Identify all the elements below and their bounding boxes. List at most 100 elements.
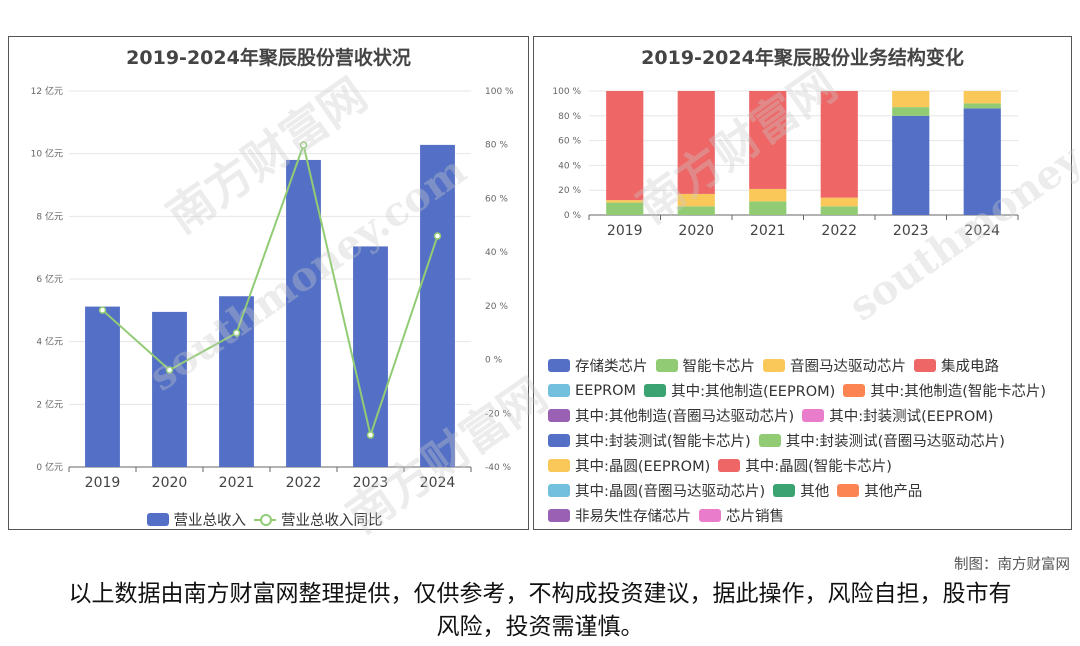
legend-swatch [548, 509, 570, 522]
legend-item[interactable]: 其中:封装测试(EEPROM) [802, 403, 993, 428]
legend-swatch [837, 484, 860, 497]
legend-swatch [763, 359, 785, 372]
legend-item[interactable]: 其中:晶圆(EEPROM) [548, 453, 710, 478]
y-tick-label: 40 % [558, 161, 581, 171]
legend-item[interactable]: 非易失性存储芯片 [548, 503, 691, 528]
y-left-tick-label: 4 亿元 [36, 336, 63, 348]
revenue-legend[interactable]: 营业总收入 营业总收入同比 [9, 507, 528, 529]
legend-item[interactable]: 集成电路 [914, 353, 999, 378]
stacked-bar-segment [677, 193, 715, 207]
x-tick-label: 2020 [678, 223, 714, 239]
revenue-chart-panel: 2019-2024年聚辰股份营收状况 0 亿元 2 亿元 4 亿元 6 亿元 8 亿元 1… [8, 36, 529, 530]
stacked-bar-segment [820, 206, 858, 215]
disclaimer-text: 以上数据由南方财富网整理提供，仅供参考，不构成投资建议，据此操作，风险自担，股市… [68, 581, 1012, 640]
y-tick-label: 0 % [564, 211, 582, 221]
legend-label: 其中:其他制造(智能卡芯片) [870, 384, 1047, 400]
y-left-tick-label: 8 亿元 [36, 210, 63, 222]
revenue-chart-svg: 0 亿元 2 亿元 4 亿元 6 亿元 8 亿元 10 亿元 12 亿元 -40 % -20 %… [31, 85, 514, 491]
yoy-line [101, 141, 439, 439]
legend-item[interactable]: 其中:其他制造(EEPROM) [644, 378, 835, 403]
legend-swatch [699, 509, 721, 522]
x-tick-label: 2021 [219, 475, 255, 491]
legend-item[interactable]: 存储类芯片 [548, 353, 648, 378]
stacked-bar-segment [606, 202, 644, 215]
structure-legend[interactable]: 存储类芯片 智能卡芯片 音圈马达驱动芯片 集成电路 EEPROM 其中:其他制造(EEPR… [548, 353, 1067, 528]
legend-label: 其中:封装测试(智能卡芯片) [575, 434, 751, 450]
y-left-tick-label: 0 亿元 [36, 461, 63, 473]
legend-label: 非易失性存储芯片 [575, 509, 691, 525]
stacked-bar-segment [606, 91, 644, 201]
x-tick-label: 2021 [750, 223, 786, 239]
structure-chart-title: 2019-2024年聚辰股份业务结构变化 [641, 47, 964, 69]
x-tick-label: 2023 [353, 475, 389, 491]
legend-swatch [146, 513, 169, 526]
legend-item[interactable]: 其中:封装测试(智能卡芯片) [548, 428, 751, 453]
legend-swatch [548, 359, 570, 372]
revenue-bar [353, 246, 388, 467]
legend-item[interactable]: 音圈马达驱动芯片 [763, 353, 906, 378]
stacked-bar-segment [749, 188, 787, 202]
legend-swatch [718, 459, 741, 472]
revenue-bar [286, 159, 321, 467]
legend-item[interactable]: 其中:其他制造(音圈马达驱动芯片) [548, 403, 794, 428]
y-tick-label: 80 % [558, 112, 581, 122]
stacked-bar-segment [749, 91, 787, 189]
legend-label: 其中:晶圆(音圈马达驱动芯片) [575, 484, 766, 500]
x-tick-label: 2023 [893, 223, 929, 239]
y-right-tick-label: -40 % [485, 463, 512, 473]
yoy-point [165, 366, 174, 374]
stacked-bar-segment [892, 115, 930, 215]
legend-item[interactable]: 智能卡芯片 [655, 353, 756, 378]
legend-item-yoy[interactable]: 营业总收入同比 [254, 507, 383, 529]
legend-label: 其中:其他制造(EEPROM) [671, 384, 836, 400]
stacked-bar-segment [963, 91, 1001, 104]
y-right-tick-label: 80 % [485, 141, 508, 151]
legend-label: 音圈马达驱动芯片 [790, 359, 906, 375]
legend-swatch [548, 434, 570, 447]
revenue-bar [85, 306, 120, 467]
x-tick-label: 2022 [821, 223, 857, 239]
legend-item[interactable]: EEPROM [548, 378, 636, 403]
yoy-point [98, 306, 107, 314]
legend-item[interactable]: 芯片销售 [699, 503, 784, 528]
legend-label: 其中:封装测试(音圈马达驱动芯片) [785, 434, 1005, 450]
legend-item-revenue[interactable]: 营业总收入 [146, 507, 246, 529]
legend-item[interactable]: 其中:封装测试(音圈马达驱动芯片) [758, 428, 1005, 453]
legend-item[interactable]: 其中:其他制造(智能卡芯片) [843, 378, 1046, 403]
y-tick-label: 60 % [558, 137, 581, 147]
legend-label: 其他产品 [864, 484, 923, 500]
x-tick-label: 2020 [152, 475, 188, 491]
legend-swatch [914, 359, 936, 372]
legend-item[interactable]: 其中:晶圆(音圈马达驱动芯片) [548, 478, 765, 503]
legend-label: 其中:封装测试(EEPROM) [829, 409, 994, 425]
legend-swatch [802, 409, 825, 422]
legend-item[interactable]: 其他 [773, 478, 829, 503]
legend-swatch [548, 484, 570, 497]
legend-item[interactable]: 其中:晶圆(智能卡芯片) [718, 453, 892, 478]
revenue-chart-title: 2019-2024年聚辰股份营收状况 [126, 47, 411, 69]
legend-label: 其中:其他制造(音圈马达驱动芯片) [575, 409, 795, 425]
legend-item[interactable]: 其他产品 [837, 478, 922, 503]
y-right-tick-label: 20 % [485, 302, 508, 312]
stacked-bar-segment [963, 108, 1001, 215]
y-right-tick-label: -20 % [485, 409, 512, 419]
legend-swatch [548, 409, 570, 422]
legend-swatch [843, 384, 866, 397]
legend-label: 芯片销售 [726, 509, 784, 525]
x-tick-label: 2022 [286, 475, 322, 491]
yoy-point [299, 141, 308, 149]
y-right-tick-label: 40 % [485, 248, 508, 258]
legend-swatch [773, 484, 796, 497]
legend-label: 营业总收入同比 [281, 513, 383, 529]
y-left-tick-label: 12 亿元 [31, 85, 63, 97]
legend-label: 存储类芯片 [575, 359, 648, 375]
legend-label: 集成电路 [941, 359, 999, 375]
structure-chart-panel: 2019-2024年聚辰股份业务结构变化 0 % 20 % 40 % 60 % 80 %… [533, 36, 1072, 530]
legend-label: 智能卡芯片 [682, 359, 756, 375]
legend-label: 其他 [800, 484, 830, 500]
structure-chart-svg: 0 % 20 % 40 % 60 % 80 % 100 % 2019 2020 2021 2022… [552, 87, 1019, 239]
legend-line-swatch [254, 513, 276, 526]
legend-label: 其中:晶圆(智能卡芯片) [745, 459, 892, 475]
y-tick-label: 100 % [552, 87, 581, 97]
yoy-point [232, 329, 241, 337]
